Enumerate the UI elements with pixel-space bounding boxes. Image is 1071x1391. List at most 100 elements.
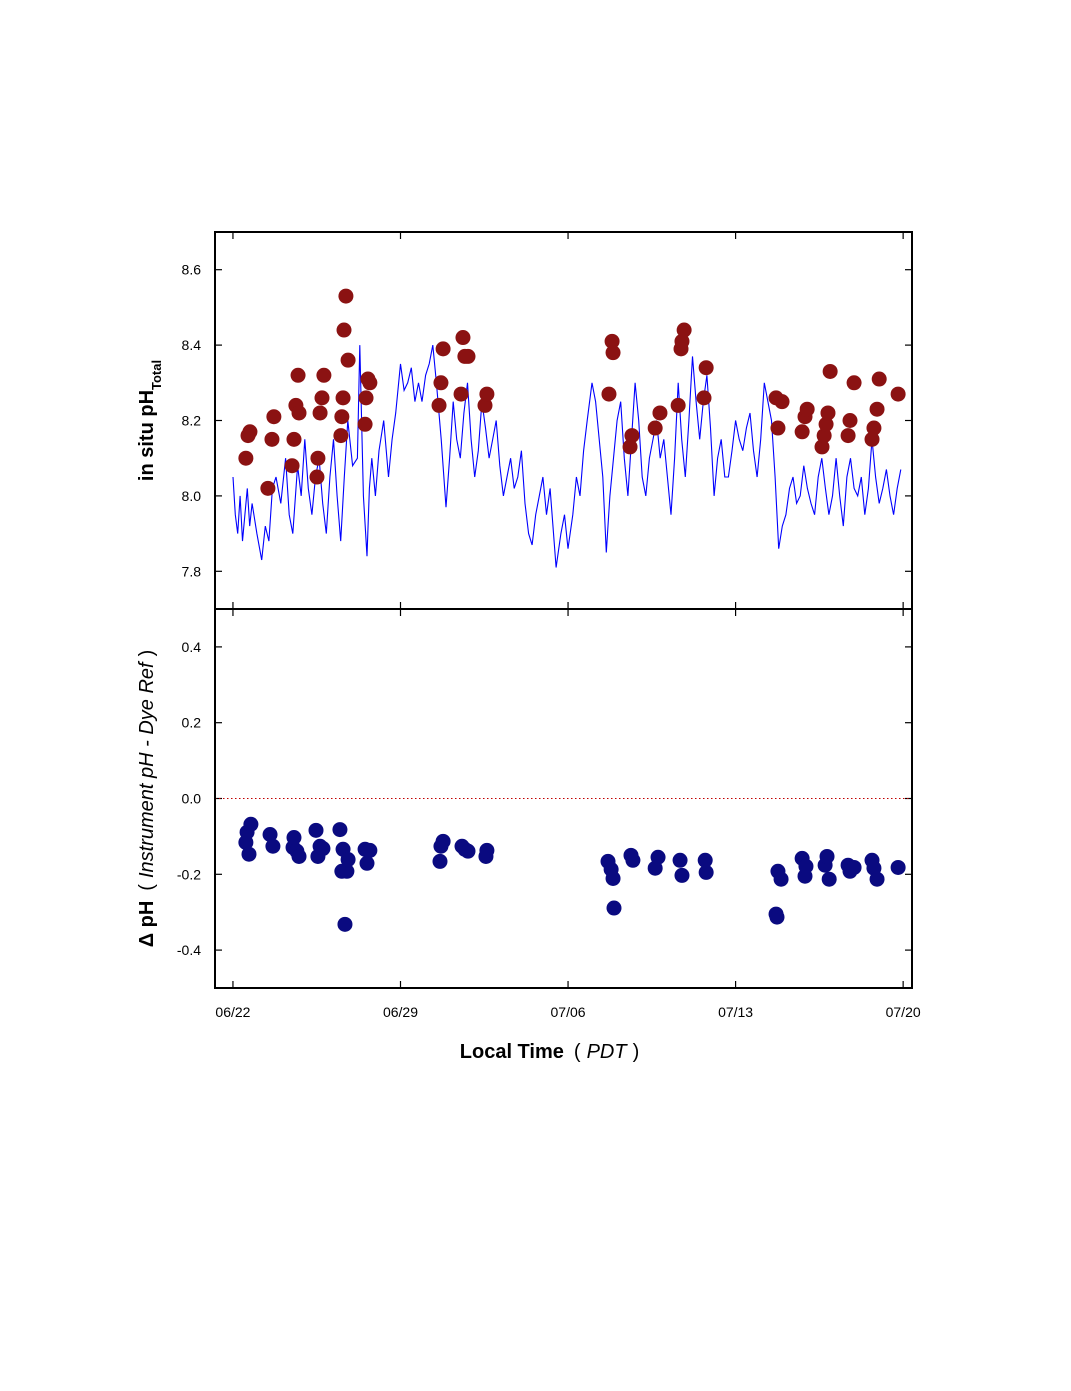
data-point — [624, 428, 640, 444]
data-point — [242, 424, 258, 440]
data-point — [674, 867, 690, 883]
data-point — [774, 394, 790, 410]
data-point — [676, 322, 692, 338]
data-point — [819, 848, 835, 864]
data-point — [359, 855, 375, 871]
data-point — [243, 816, 259, 832]
data-point — [433, 375, 449, 391]
data-point — [316, 367, 332, 383]
label-part: Instrument pH - Dye Ref — [136, 660, 158, 878]
label-part: ) — [136, 650, 158, 657]
data-point — [460, 843, 476, 859]
label-part: Δ pH — [136, 901, 158, 948]
data-point — [794, 424, 810, 440]
data-point — [650, 849, 666, 865]
label-part: PDT — [587, 1041, 629, 1063]
label-part: Total — [149, 360, 164, 390]
data-point — [340, 852, 356, 868]
label-part: Local Time — [460, 1041, 564, 1063]
data-point — [291, 405, 307, 421]
data-point — [241, 846, 257, 862]
y-tick-label: -0.2 — [177, 866, 201, 882]
data-point — [265, 838, 281, 854]
data-point — [336, 322, 352, 338]
plot-frame — [214, 608, 913, 989]
data-point — [284, 458, 300, 474]
data-point — [842, 413, 858, 428]
data-point — [866, 420, 882, 436]
data-point — [605, 870, 621, 886]
data-point — [358, 390, 374, 406]
data-point — [890, 386, 906, 402]
data-point — [890, 859, 906, 875]
y-axis-label: in situ pHTotal — [136, 360, 164, 481]
data-point — [773, 871, 789, 887]
data-point — [622, 439, 638, 455]
data-point — [821, 871, 837, 887]
data-point — [333, 428, 349, 444]
data-point — [601, 386, 617, 402]
data-point — [290, 367, 306, 383]
data-point — [840, 428, 856, 444]
data-point — [238, 450, 254, 466]
data-point — [647, 420, 663, 436]
data-point — [340, 352, 356, 368]
data-point — [291, 848, 307, 864]
data-point — [798, 858, 814, 874]
data-point — [674, 333, 690, 349]
data-point — [479, 386, 495, 402]
data-point — [698, 864, 714, 880]
data-point — [431, 397, 447, 413]
data-point — [670, 397, 686, 413]
x-tick-label: 06/22 — [215, 1004, 250, 1020]
data-point — [460, 348, 476, 364]
data-point — [286, 830, 302, 846]
data-point — [816, 428, 832, 444]
data-point — [846, 859, 862, 875]
data-point — [357, 416, 373, 432]
data-point — [864, 431, 880, 447]
data-point — [869, 871, 885, 887]
data-point — [604, 333, 620, 349]
data-point — [435, 833, 451, 849]
y-tick-label: 7.8 — [182, 563, 202, 579]
data-line — [232, 344, 902, 568]
data-point — [262, 827, 278, 843]
x-tick-label: 07/20 — [886, 1004, 921, 1020]
x-tick-label: 07/13 — [718, 1004, 753, 1020]
label-part: ( — [136, 884, 158, 891]
data-point — [869, 401, 885, 417]
x-axis-label: Local Time (PDT) — [460, 1041, 639, 1063]
data-point — [697, 852, 713, 868]
y-tick-label: 8.6 — [182, 262, 202, 278]
data-point — [362, 842, 378, 858]
y-tick-label: 0.4 — [182, 639, 202, 655]
y-tick-label: 8.0 — [182, 488, 202, 504]
label-part: ( — [574, 1041, 581, 1063]
data-point — [314, 390, 330, 406]
data-point — [309, 469, 325, 485]
data-point — [606, 900, 622, 916]
data-point — [260, 480, 276, 496]
data-point — [652, 405, 668, 421]
x-tick-label: 07/06 — [551, 1004, 586, 1020]
x-tick-label: 06/29 — [383, 1004, 418, 1020]
y-tick-label: 0.2 — [182, 715, 202, 731]
data-point — [822, 363, 838, 379]
data-point — [264, 431, 280, 447]
data-point — [770, 420, 786, 436]
y-tick-label: 8.2 — [182, 413, 202, 429]
data-point — [820, 405, 836, 421]
data-point — [455, 330, 471, 346]
data-point — [266, 409, 282, 425]
data-point — [332, 822, 348, 838]
data-point — [479, 842, 495, 858]
data-point — [846, 375, 862, 391]
data-point — [625, 852, 641, 868]
data-point — [453, 386, 469, 402]
label-part: in situ pH — [136, 390, 158, 481]
data-point — [315, 841, 331, 857]
data-point — [799, 401, 815, 417]
y-axis-label: Δ pH ( Instrument pH - Dye Ref) — [136, 650, 158, 948]
